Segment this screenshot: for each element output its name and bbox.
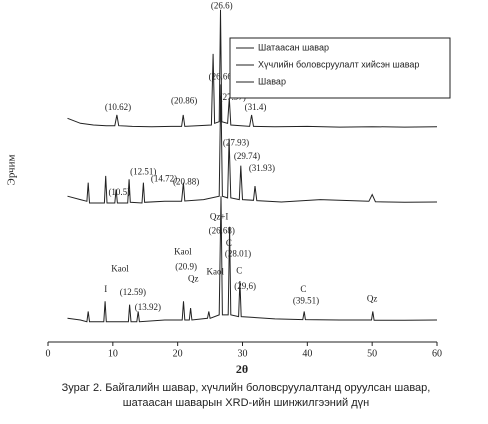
peak-label: (26.68) [209,226,235,236]
peak-label: (31.4) [245,102,267,112]
x-tick-label: 60 [432,348,442,359]
peak-label: (26.6) [211,0,233,10]
peak-label: Kaol [111,264,129,274]
legend-label: Шавар [258,76,286,86]
x-tick-label: 40 [302,348,312,359]
peak-label: Kaol [174,247,192,257]
y-axis-label: Эрчим [6,155,18,186]
x-tick-label: 30 [238,348,248,359]
peak-label: (10.62) [105,102,131,112]
x-tick-label: 10 [108,348,118,359]
x-tick-label: 50 [367,348,377,359]
peak-label: (29.74) [234,151,260,161]
xrd-pattern [68,196,438,322]
caption: шатаасан шаварын XRD-ийн шинжилгээний дү… [123,397,369,409]
peak-label: (12.59) [120,287,146,297]
peak-label: (31.93) [249,163,275,173]
peak-label: Kaol [207,267,225,277]
x-tick-label: 20 [173,348,183,359]
peak-label: C [300,284,306,294]
peak-label: (20.88) [173,177,199,187]
peak-label: C [226,238,232,248]
peak-label: C [236,266,242,276]
peak-label: (10.5) [108,187,130,197]
peak-label: I [104,284,107,294]
peak-label: (20.9) [175,261,197,271]
peak-label: (20.86) [171,95,197,105]
peak-label: (13.92) [135,302,161,312]
peak-label: (27.93) [223,138,249,148]
x-tick-label: 0 [46,348,51,359]
peak-label: (39.51) [293,296,319,306]
chart: Эрчим 2θ Зураг 2. Байгалийн шавар, хүчли… [0,0,488,424]
page: Эрчим 2θ Зураг 2. Байгалийн шавар, хүчли… [0,0,488,424]
legend-label: Шатаасан шавар [258,42,329,52]
peak-label: Qz [188,274,199,284]
x-axis-label: 2θ [236,362,248,376]
peak-label: (28.01) [225,249,251,259]
peak-label: (29,6) [234,281,256,291]
peak-label: Qz [367,294,378,304]
peak-label: Qz+I [210,211,229,221]
legend-label: Хүчлийн боловсруулалт хийсэн шавар [258,59,419,69]
caption: Зураг 2. Байгалийн шавар, хүчлийн боловс… [62,382,431,394]
